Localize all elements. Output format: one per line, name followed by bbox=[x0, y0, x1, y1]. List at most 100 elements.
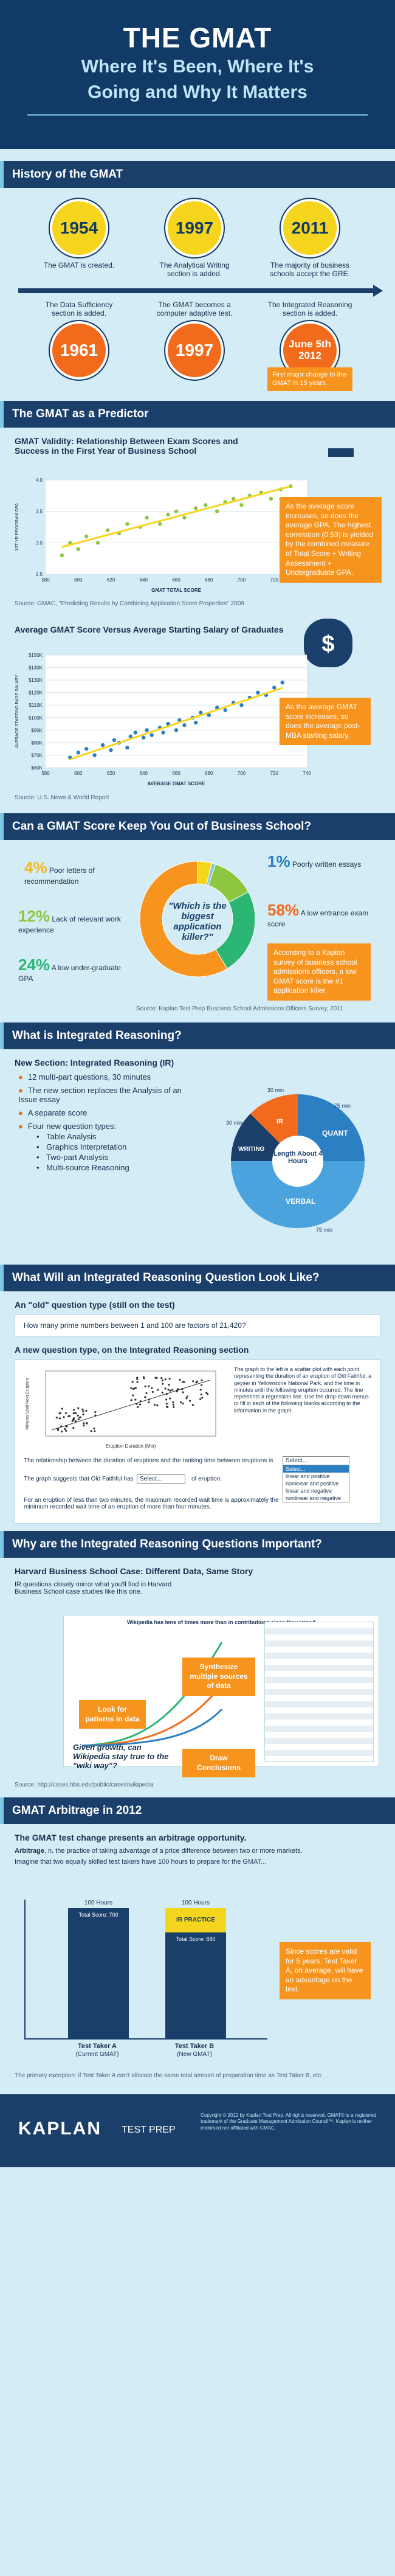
y-tick-label: 2.5 bbox=[36, 572, 43, 577]
seg-label: A low entrance exam score bbox=[267, 909, 369, 928]
data-point bbox=[182, 1391, 184, 1394]
kaplan-product: TEST PREP bbox=[122, 2125, 176, 2135]
data-point bbox=[92, 753, 97, 757]
hours-b: 100 Hours bbox=[181, 1900, 210, 1906]
data-point bbox=[165, 1398, 168, 1401]
data-point bbox=[77, 1407, 80, 1409]
ir-heading: What is Integrated Reasoning? bbox=[0, 1022, 395, 1049]
data-point bbox=[195, 1381, 197, 1384]
q1-dropdown: Select... linear and positive nonlinear … bbox=[283, 1465, 349, 1502]
data-point bbox=[133, 731, 138, 735]
x-axis-label: GMAT TOTAL SCORE bbox=[151, 588, 201, 593]
ir-type: Graphics Interpretation bbox=[36, 1142, 201, 1151]
data-point bbox=[77, 1414, 79, 1417]
salary-scatter-chart: $60K $70K $80K $90K $100K $110K $120K $130K $140… bbox=[15, 653, 311, 786]
y-tick-label: $60K bbox=[31, 765, 43, 771]
wheel-quant-label: QUANT bbox=[322, 1129, 348, 1137]
data-point bbox=[215, 509, 219, 513]
data-point bbox=[205, 1392, 208, 1394]
data-point bbox=[185, 1397, 188, 1400]
look-heading: What Will an Integrated Reasoning Questi… bbox=[0, 1265, 395, 1291]
x-tick-label: 640 bbox=[140, 577, 148, 583]
data-point bbox=[174, 728, 179, 732]
data-point bbox=[151, 1387, 153, 1389]
option[interactable]: Select... bbox=[283, 1465, 349, 1473]
ir-bullets: 12 multi-part questions, 30 minutes The … bbox=[18, 1072, 201, 1172]
year-badge: 2011 bbox=[281, 199, 339, 257]
x-tick-label: 620 bbox=[107, 577, 115, 583]
q1-select[interactable]: Select... bbox=[283, 1456, 349, 1465]
y-tick-label: $140K bbox=[29, 665, 43, 671]
data-point bbox=[74, 1412, 76, 1415]
data-point bbox=[100, 743, 105, 748]
data-point bbox=[200, 1384, 203, 1386]
x-tick-label: 640 bbox=[140, 771, 148, 776]
chart1-callout: As the average score increases, so does … bbox=[280, 497, 382, 583]
seg-essays: 1% Poorly written essays bbox=[267, 852, 377, 871]
data-point bbox=[161, 1391, 163, 1394]
data-point bbox=[182, 515, 187, 520]
arb-chart: 100 Hours Total Score: 700 100 Hours IR … bbox=[24, 1900, 267, 2040]
year-badge: 1997 bbox=[165, 321, 224, 380]
option[interactable]: linear and positive bbox=[286, 1473, 330, 1479]
option[interactable]: nonlinear and negative bbox=[286, 1495, 342, 1501]
data-point bbox=[82, 1413, 84, 1415]
kaplan-footer: KAPLAN TEST PREP Copyright © 2012 by Kap… bbox=[0, 2094, 395, 2167]
x-tick-label: 680 bbox=[205, 577, 213, 583]
ir-bullet-text: Four new question types: bbox=[27, 1122, 117, 1131]
tag-conclusions: Draw Conclusions bbox=[182, 1749, 255, 1778]
data-point bbox=[145, 515, 149, 520]
data-point bbox=[139, 1403, 142, 1406]
x-tick-label: 580 bbox=[41, 577, 50, 583]
data-point bbox=[76, 751, 80, 755]
data-point bbox=[136, 1378, 139, 1381]
data-point bbox=[194, 506, 198, 510]
keep-out-section: "Which is the biggest application killer… bbox=[0, 840, 395, 1022]
seg-label: Poorly written essays bbox=[292, 860, 362, 869]
data-point bbox=[145, 1392, 148, 1394]
test-length-wheel: IR QUANT VERBAL WRITING 75 min 75 min 30… bbox=[226, 1088, 365, 1233]
x-tick-label: 620 bbox=[107, 771, 115, 776]
seg-label: A low under-graduate GPA bbox=[18, 963, 121, 983]
history-1961: The Data Sufficiency section is added. 1… bbox=[33, 300, 125, 380]
option[interactable]: linear and negative bbox=[286, 1488, 332, 1494]
data-point bbox=[64, 1428, 66, 1430]
data-point bbox=[200, 1393, 202, 1396]
data-point bbox=[132, 1387, 135, 1390]
data-point bbox=[94, 1411, 97, 1414]
data-point bbox=[173, 1406, 175, 1409]
x-tick-label: 660 bbox=[172, 577, 180, 583]
history-1954: 1954 The GMAT is created. bbox=[33, 199, 125, 269]
q1: The relationship between the duration of… bbox=[24, 1457, 273, 1464]
wiki-chart-title: Wikipedia has tens of times more than in… bbox=[127, 1619, 315, 1625]
data-point bbox=[169, 1389, 171, 1392]
footer-legal: Copyright © 2012 by Kaplan Test Prep. Al… bbox=[201, 2113, 377, 2131]
seg-work: 12% Lack of relevant work experience bbox=[18, 907, 134, 934]
arb-section: The GMAT test change presents an arbitra… bbox=[0, 1833, 395, 2094]
tag-patterns: Look for patterns in data bbox=[79, 1700, 146, 1729]
ir-section: New Section: Integrated Reasoning (IR) 1… bbox=[0, 1058, 395, 1265]
data-point bbox=[182, 1402, 184, 1405]
wheel-quant-time: 75 min bbox=[334, 1103, 351, 1109]
x-tick-label: 700 bbox=[238, 771, 246, 776]
data-point bbox=[161, 1379, 164, 1382]
y-tick-label: $120K bbox=[29, 690, 43, 696]
data-point bbox=[280, 681, 284, 685]
data-point bbox=[157, 1389, 159, 1391]
data-point bbox=[148, 1401, 150, 1404]
y-axis-label: 1ST YR PROGRAM GPA bbox=[15, 503, 19, 551]
data-point bbox=[182, 723, 187, 727]
hero-title: THE GMAT bbox=[123, 22, 272, 54]
data-point bbox=[239, 703, 244, 707]
hero-subtitle-2: Going and Why It Matters bbox=[88, 82, 307, 103]
data-point bbox=[149, 733, 154, 737]
x-tick-label: 580 bbox=[41, 771, 50, 776]
history-1997-cat: The GMAT becomes a computer adaptive tes… bbox=[149, 300, 240, 380]
q2-select[interactable]: Select... bbox=[137, 1474, 185, 1484]
ir-type: Multi-source Reasoning bbox=[36, 1163, 201, 1172]
data-point bbox=[151, 1390, 154, 1394]
bar-b-ir: IR PRACTICE bbox=[165, 1908, 226, 1932]
option[interactable]: nonlinear and positive bbox=[286, 1481, 339, 1487]
money-bag-icon: $ bbox=[304, 619, 352, 667]
data-point bbox=[79, 1416, 81, 1418]
